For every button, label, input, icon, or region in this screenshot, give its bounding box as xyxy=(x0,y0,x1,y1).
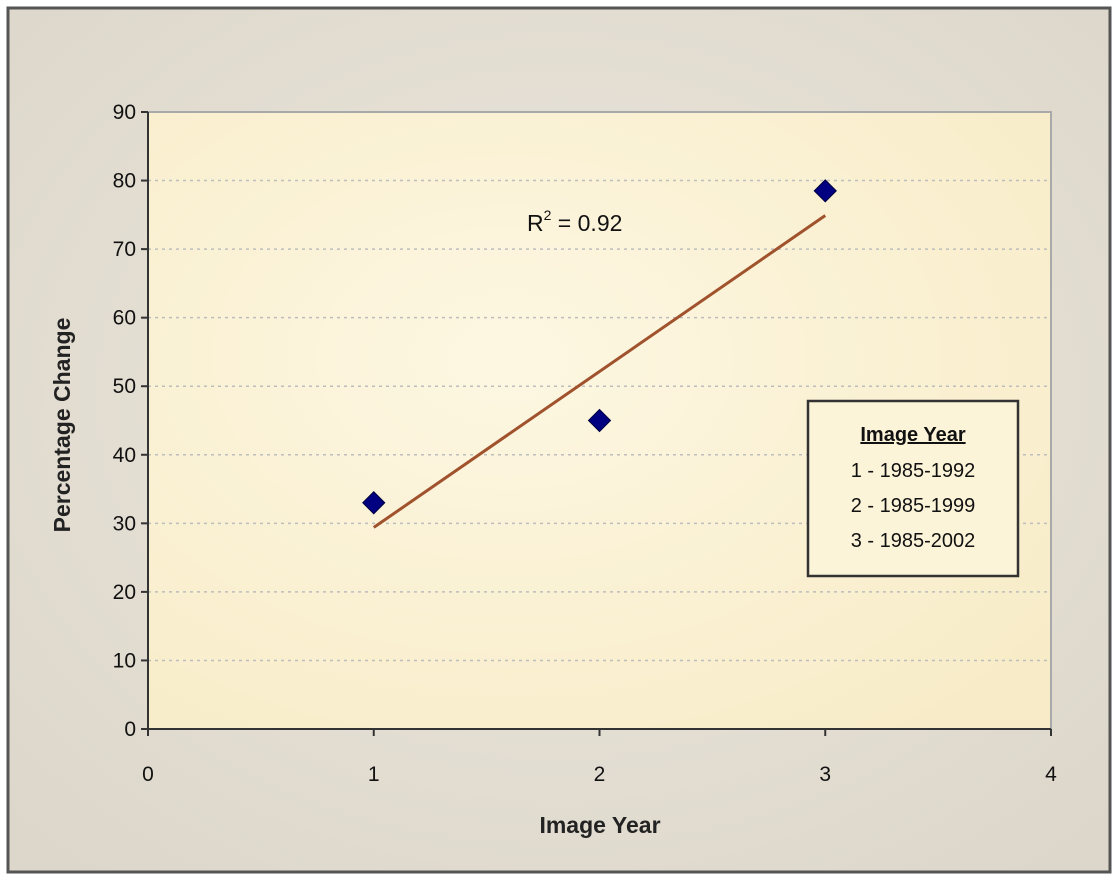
y-tick-label-80: 80 xyxy=(113,170,136,193)
y-tick-label-10: 10 xyxy=(113,649,136,672)
legend-box xyxy=(806,399,1020,578)
r-squared-annotation: R2 = 0.92 xyxy=(527,207,622,236)
y-tick-label-60: 60 xyxy=(113,307,136,330)
data-point-1 xyxy=(362,491,386,515)
y-tick-label-50: 50 xyxy=(113,375,136,398)
y-tick-label-20: 20 xyxy=(113,581,136,604)
x-tick-label-1: 1 xyxy=(368,763,380,786)
x-tick-label-2: 2 xyxy=(594,763,606,786)
y-tick-label-40: 40 xyxy=(113,444,136,467)
r-squared-superscript: 2 xyxy=(544,207,552,223)
y-axis-title: Percentage Change xyxy=(49,318,75,533)
x-tick-label-4: 4 xyxy=(1045,763,1057,786)
data-point-3 xyxy=(813,179,837,203)
x-tick-label-3: 3 xyxy=(819,763,831,786)
x-tick-label-0: 0 xyxy=(142,763,154,786)
legend-entry-3: 3 - 1985-2002 xyxy=(851,530,976,552)
trendline-layer xyxy=(372,214,827,529)
data-points xyxy=(362,179,837,515)
y-tick-label-0: 0 xyxy=(124,718,136,741)
data-point-2 xyxy=(587,408,612,433)
axes xyxy=(141,111,1052,736)
legend-entry-2: 2 - 1985-1999 xyxy=(851,495,976,517)
legend-title: Image Year xyxy=(860,424,965,446)
trendline xyxy=(372,214,827,529)
x-tick-labels: 0 1 2 3 4 xyxy=(142,763,1057,786)
y-tick-labels: 0 10 20 30 40 50 60 70 80 90 xyxy=(113,101,136,741)
r-squared-value: = 0.92 xyxy=(551,210,622,236)
legend-entry-1: 1 - 1985-1992 xyxy=(851,460,976,482)
r-squared-base: R xyxy=(527,210,544,236)
y-tick-label-90: 90 xyxy=(113,101,136,124)
y-tick-label-30: 30 xyxy=(113,512,136,535)
legend: Image Year 1 - 1985-1992 2 - 1985-1999 3… xyxy=(806,399,1020,578)
x-axis-title: Image Year xyxy=(539,812,660,838)
y-tick-label-70: 70 xyxy=(113,238,136,261)
